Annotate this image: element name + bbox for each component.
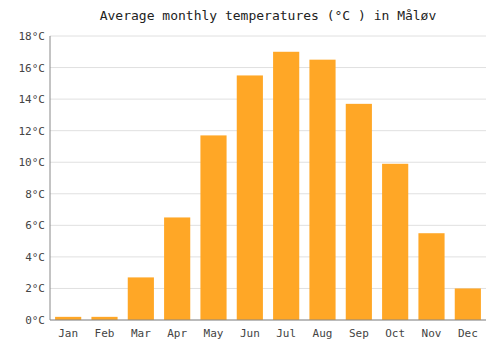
grid-line <box>50 99 486 100</box>
bar <box>382 164 408 320</box>
y-tick-label: 18°C <box>19 30 46 43</box>
grid-line <box>50 130 486 131</box>
chart-container: Average monthly temperatures (°C ) in Må… <box>0 0 500 350</box>
grid-line <box>50 36 486 37</box>
x-tick-label: Feb <box>95 327 115 340</box>
bar <box>237 75 263 320</box>
bars <box>55 52 481 320</box>
grid-line <box>50 193 486 194</box>
x-tick-label: Dec <box>458 327 478 340</box>
x-tick-label: Jun <box>240 327 260 340</box>
x-tick-label: Aug <box>313 327 333 340</box>
y-tick-label: 12°C <box>19 125 46 138</box>
x-tick-label: May <box>204 327 224 340</box>
grid-line <box>50 162 486 163</box>
bar <box>455 288 481 320</box>
x-tick-label: Oct <box>385 327 405 340</box>
grid-line <box>50 67 486 68</box>
bar <box>309 60 335 320</box>
bar <box>200 135 226 320</box>
bar <box>346 104 372 320</box>
y-tick-label: 2°C <box>25 282 45 295</box>
x-axis-line <box>50 320 486 321</box>
bar <box>273 52 299 320</box>
x-tick-label: Apr <box>167 327 187 340</box>
x-tick-label: Nov <box>422 327 442 340</box>
chart-title: Average monthly temperatures (°C ) in Må… <box>100 8 437 23</box>
grid-line <box>50 320 486 321</box>
y-tick-label: 6°C <box>25 219 45 232</box>
y-tick-label: 4°C <box>25 251 45 264</box>
y-tick-label: 0°C <box>25 314 45 327</box>
y-tick-label: 8°C <box>25 188 45 201</box>
chart: Average monthly temperatures (°C ) in Må… <box>0 0 500 350</box>
x-tick-label: Mar <box>131 327 151 340</box>
grid-line <box>50 225 486 226</box>
bar <box>164 217 190 320</box>
y-tick-label: 14°C <box>19 93 46 106</box>
x-tick-label: Jul <box>276 327 296 340</box>
bar <box>128 277 154 320</box>
x-tick-label: Sep <box>349 327 369 340</box>
bar <box>418 233 444 320</box>
grid <box>50 36 486 320</box>
x-tick-label: Jan <box>58 327 78 340</box>
y-tick-label: 10°C <box>19 156 46 169</box>
y-tick-label: 16°C <box>19 62 46 75</box>
y-axis-line <box>50 36 51 320</box>
